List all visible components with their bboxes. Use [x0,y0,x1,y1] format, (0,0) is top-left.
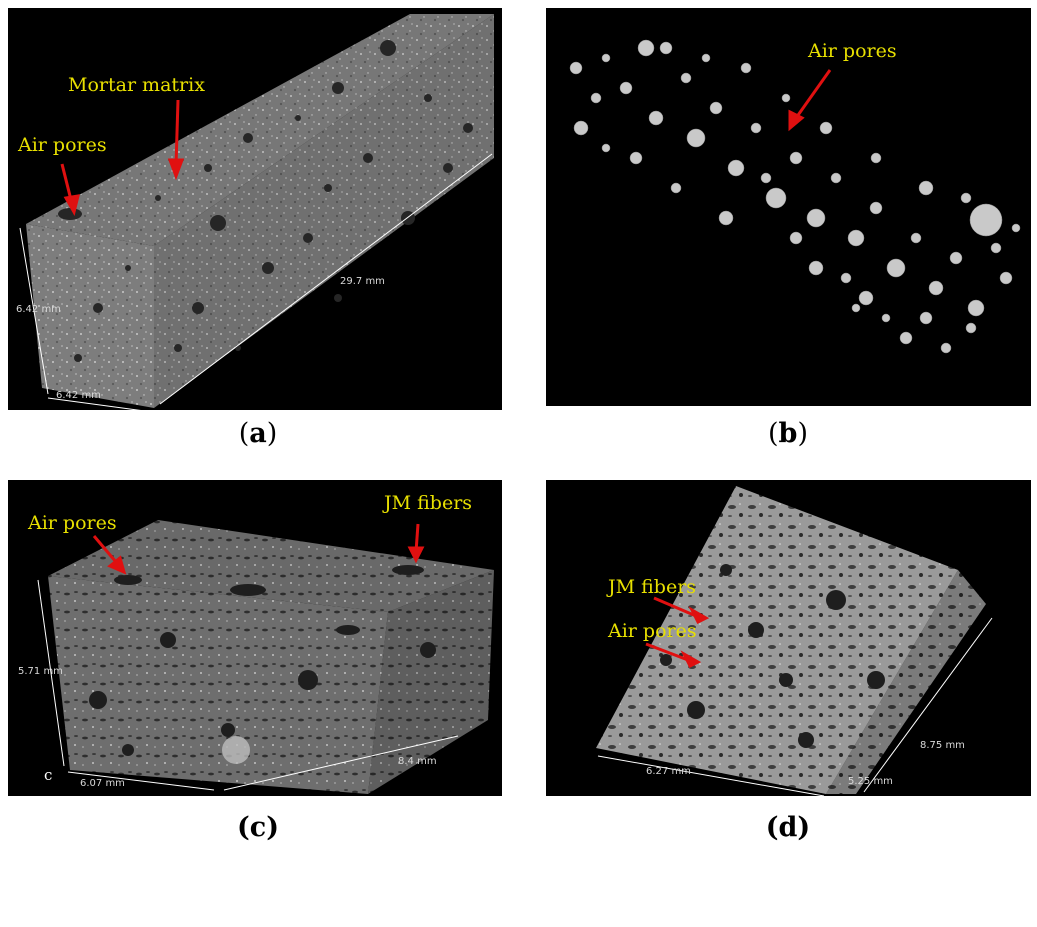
dimension-width: 6.42 mm [56,390,101,401]
caption-b: (b) [768,418,808,449]
top-face [26,14,494,246]
annotation-jm-fibers: JM fibers [384,492,473,514]
caption-a: (a) [238,418,278,449]
long-face [154,14,494,408]
dimension-length: 29.7 mm [340,276,385,287]
dimension-length: 8.4 mm [398,756,437,767]
panel-b-image [569,39,1021,354]
panel-b-air-pore-distribution: Air pores [546,8,1031,406]
panel-a-image [19,14,494,410]
front-face [596,486,958,794]
dimension-depth: 5.25 mm [848,776,893,787]
annotation-air-pores: Air pores [808,40,897,62]
front-face [48,576,388,794]
dimension-width: 6.27 mm [646,766,691,777]
side-face [826,570,986,794]
caption-c: (c) [237,812,279,843]
panel-c-jm-fiber-specimen: Air pores JM fibers 5.71 mm 6.07 mm 8.4 … [8,480,502,796]
dimension-height: 6.42 mm [16,304,61,315]
dimension-width: 6.07 mm [80,778,125,789]
annotation-mortar-matrix: Mortar matrix [68,74,205,96]
panel-d-image [596,486,993,796]
annotation-jm-fibers: JM fibers [608,576,697,598]
panel-a-mortar-specimen: Mortar matrix Air pores 6.42 mm 6.42 mm … [8,8,502,410]
annotation-air-pores: Air pores [18,134,107,156]
top-face [48,520,494,612]
panel-d-jm-fiber-specimen: JM fibers Air pores 6.27 mm 8.75 mm 5.25… [546,480,1031,796]
panel-c-image [37,520,494,794]
side-face [368,570,494,794]
front-face [26,224,154,408]
annotation-air-pores: Air pores [28,512,117,534]
annotation-air-pores: Air pores [608,620,697,642]
dimension-height: 5.71 mm [18,666,63,677]
dimension-length: 8.75 mm [920,740,965,751]
caption-d: (d) [765,812,811,843]
panel-c-letter: c [44,766,53,784]
